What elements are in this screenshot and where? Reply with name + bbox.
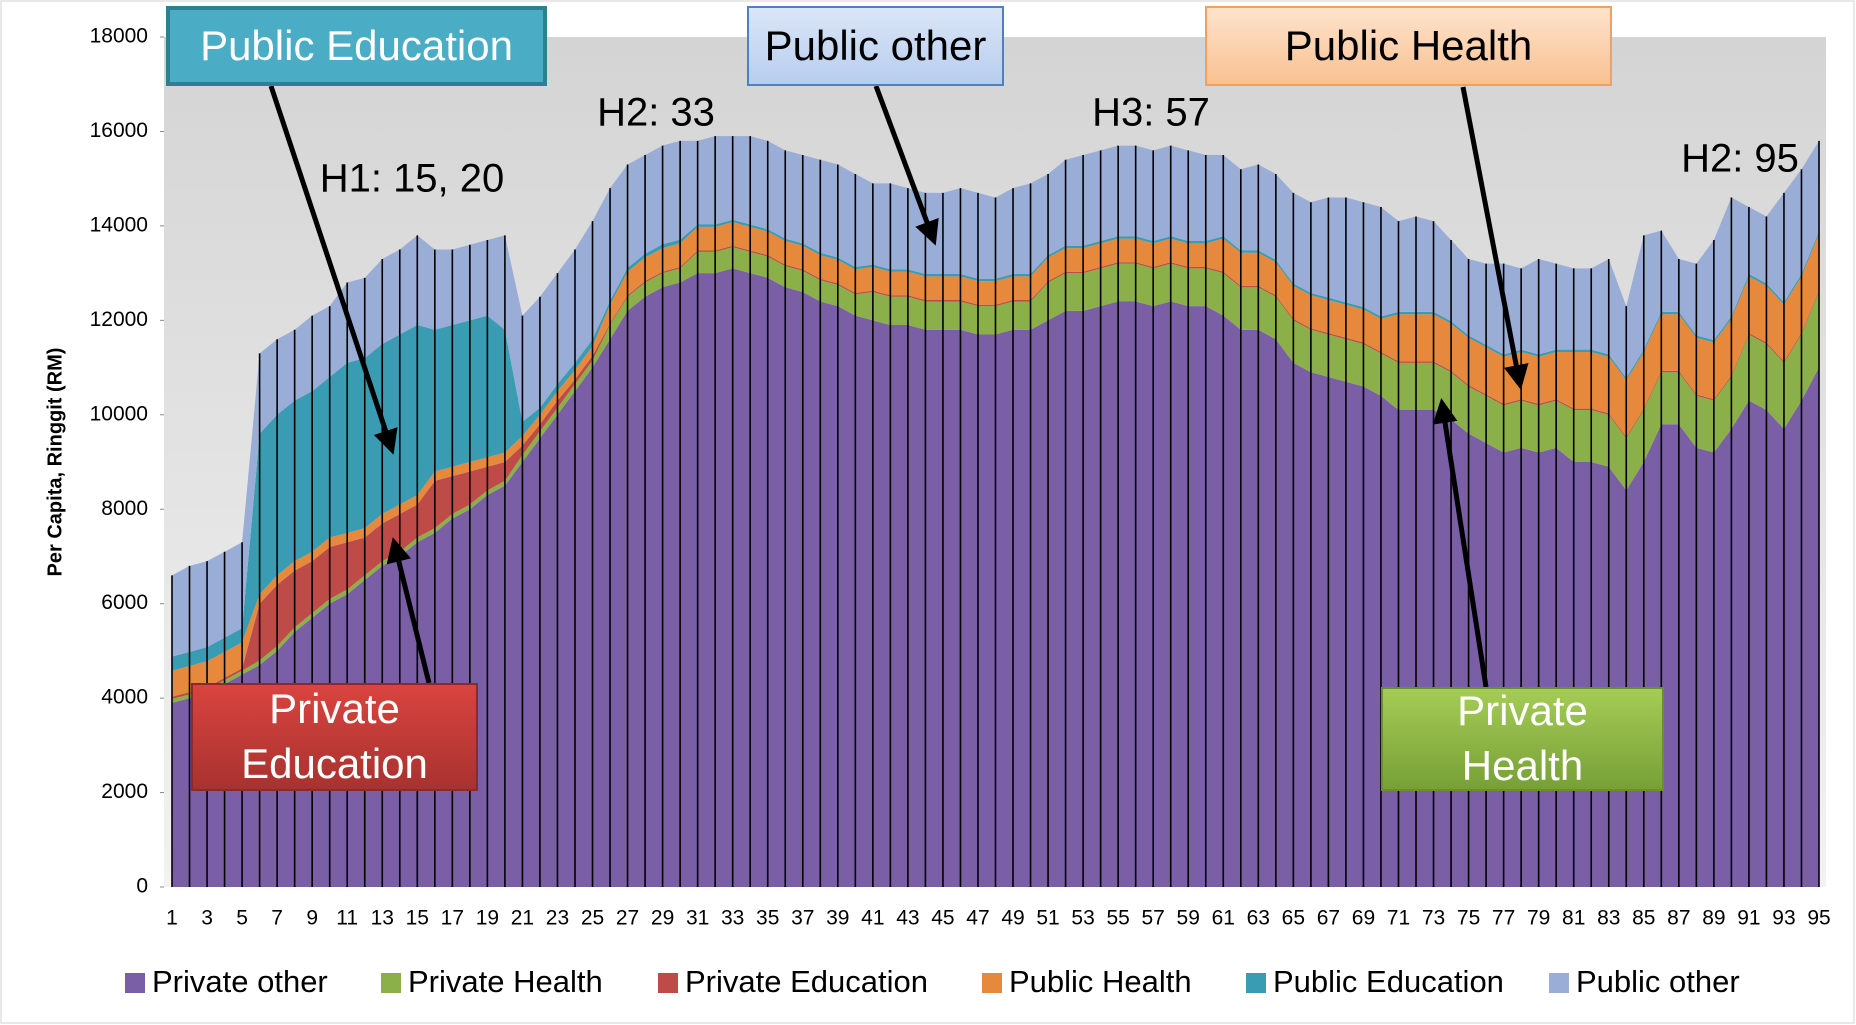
x-tick-label: 63: [1247, 907, 1270, 930]
y-tick-label: 2000: [101, 780, 148, 803]
y-tick-label: 10000: [90, 402, 148, 425]
x-tick-label: 59: [1177, 907, 1200, 930]
arrow: [1460, 86, 1529, 390]
legend-label: Public Education: [1273, 964, 1504, 999]
x-tick-label: 73: [1422, 907, 1445, 930]
x-tick-label: 71: [1387, 907, 1410, 930]
annotation: H3: 57: [1092, 91, 1210, 135]
y-tick-label: 8000: [101, 497, 148, 520]
x-tick-label: 79: [1527, 907, 1550, 930]
legend-label: Private Health: [408, 964, 603, 999]
legend-swatch: [381, 973, 401, 993]
y-tick-label: 14000: [90, 213, 148, 236]
x-tick-label: 61: [1212, 907, 1235, 930]
callout: Private Health: [1381, 687, 1664, 791]
x-tick-label: 39: [826, 907, 849, 930]
x-tick-label: 75: [1457, 907, 1480, 930]
x-tick-label: 13: [371, 907, 394, 930]
legend-swatch: [658, 973, 678, 993]
area: [172, 219, 1819, 671]
x-tick-label: 81: [1562, 907, 1585, 930]
x-tick-label: 65: [1282, 907, 1305, 930]
x-tick-label: 91: [1737, 907, 1760, 930]
x-tick-label: 9: [306, 907, 318, 930]
x-tick-label: 49: [1001, 907, 1024, 930]
arrow: [873, 85, 939, 246]
x-tick-label: 85: [1632, 907, 1655, 930]
arrow: [386, 537, 432, 684]
area: [172, 222, 1819, 697]
x-tick-label: 31: [686, 907, 709, 930]
x-tick-label: 93: [1772, 907, 1795, 930]
arrows: [268, 85, 1529, 688]
callout: Public Health: [1205, 6, 1612, 86]
x-tick-label: 7: [271, 907, 283, 930]
x-tick-label: 5: [236, 907, 248, 930]
arrow: [268, 85, 398, 455]
legend-label: Public other: [1576, 964, 1740, 999]
arrow: [1432, 398, 1489, 688]
x-tick-label: 29: [651, 907, 674, 930]
x-tick-label: 3: [201, 907, 213, 930]
legend-swatch: [1246, 973, 1266, 993]
x-tick-label: 89: [1702, 907, 1725, 930]
x-tick-label: 51: [1036, 907, 1059, 930]
y-tick-label: 6000: [101, 591, 148, 614]
x-tick-label: 41: [861, 907, 884, 930]
x-tick-label: 77: [1492, 907, 1515, 930]
y-tick-label: 12000: [90, 308, 148, 331]
callout: Private Education: [191, 683, 478, 791]
x-tick-label: 47: [966, 907, 989, 930]
y-tick-label: 4000: [101, 686, 148, 709]
x-tick-label: 1: [166, 907, 178, 930]
annotation: H2: 33: [597, 91, 715, 135]
x-tick-label: 67: [1317, 907, 1340, 930]
annotation: H1: 15, 20: [320, 157, 505, 201]
x-tick-label: 23: [546, 907, 569, 930]
x-tick-label: 11: [336, 907, 358, 930]
x-tick-label: 57: [1142, 907, 1165, 930]
callout: Public other: [747, 6, 1004, 86]
legend-swatch: [125, 973, 145, 993]
y-tick-label: 0: [136, 875, 148, 898]
callout: Public Education: [166, 6, 547, 86]
legend-label: Private Education: [685, 964, 928, 999]
x-tick-label: 55: [1106, 907, 1129, 930]
x-tick-label: 15: [406, 907, 429, 930]
x-tick-label: 87: [1667, 907, 1690, 930]
x-tick-label: 53: [1071, 907, 1094, 930]
x-tick-label: 95: [1807, 907, 1830, 930]
area: [172, 245, 1819, 700]
x-tick-label: 35: [756, 907, 779, 930]
x-tick-label: 45: [931, 907, 954, 930]
area: [172, 136, 1819, 657]
y-tick-label: 16000: [90, 119, 148, 142]
x-tick-label: 21: [511, 907, 534, 930]
legend-label: Public Health: [1009, 964, 1192, 999]
annotation: H2: 95: [1681, 137, 1799, 181]
legend-label: Private other: [152, 964, 328, 999]
x-tick-label: 25: [581, 907, 604, 930]
x-tick-label: 19: [476, 907, 499, 930]
x-tick-label: 69: [1352, 907, 1375, 930]
legend-swatch: [1549, 973, 1569, 993]
y-axis-title: Per Capita, Ringgit (RM): [44, 348, 66, 577]
x-tick-label: 27: [616, 907, 639, 930]
y-tick-label: 18000: [90, 25, 148, 48]
x-tick-label: 17: [441, 907, 464, 930]
x-tick-label: 37: [791, 907, 814, 930]
legend-swatch: [982, 973, 1002, 993]
x-tick-label: 43: [896, 907, 919, 930]
x-tick-label: 83: [1597, 907, 1620, 930]
x-tick-label: 33: [721, 907, 744, 930]
